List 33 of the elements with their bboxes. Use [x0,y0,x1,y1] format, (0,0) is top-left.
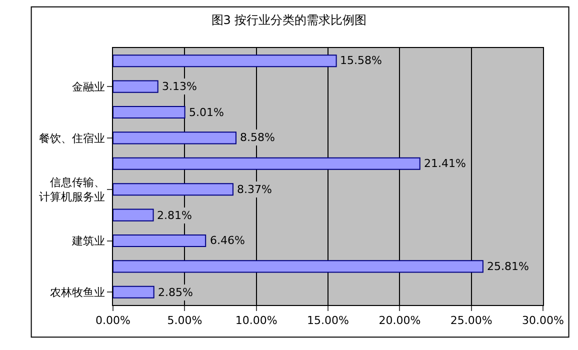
x-tick-label: 25.00% [450,314,492,328]
y-tick-label: 信息传输、计算机服务业 [38,176,105,204]
x-tick-label: 10.00% [235,314,278,328]
data-label: 2.81% [157,209,192,222]
data-label: 15.58% [340,54,382,67]
y-tick-label: 餐饮、住宿业 [38,132,105,145]
bar [113,183,234,196]
data-label: 21.41% [424,157,466,170]
x-tick-label: 5.00% [167,314,202,328]
chart-title: 图3 按行业分类的需求比例图 [211,13,367,28]
bar [113,208,154,222]
y-tick-label: 建筑业 [70,234,105,248]
data-label: 25.81% [487,260,529,273]
bar [113,260,484,273]
bar [113,157,420,170]
bar [113,286,154,298]
x-tick-label: 30.00% [522,314,564,328]
bar [113,132,236,144]
y-tick-label: 金融业 [72,80,105,94]
data-label: 3.13% [162,80,197,93]
data-label: 8.58% [240,131,275,144]
data-label: 5.01% [189,106,224,119]
y-tick-label: 农林牧鱼业 [50,286,105,299]
bar [113,106,186,119]
bar [113,54,337,68]
data-label: 8.37% [237,183,272,196]
x-tick-label: 20.00% [378,314,421,328]
data-label: 2.85% [158,286,193,299]
data-label: 6.46% [210,234,245,247]
bar [113,234,206,248]
x-tick-label: 15.00% [307,314,349,328]
x-tick-label: 0.00% [96,314,130,328]
bar [113,80,158,93]
